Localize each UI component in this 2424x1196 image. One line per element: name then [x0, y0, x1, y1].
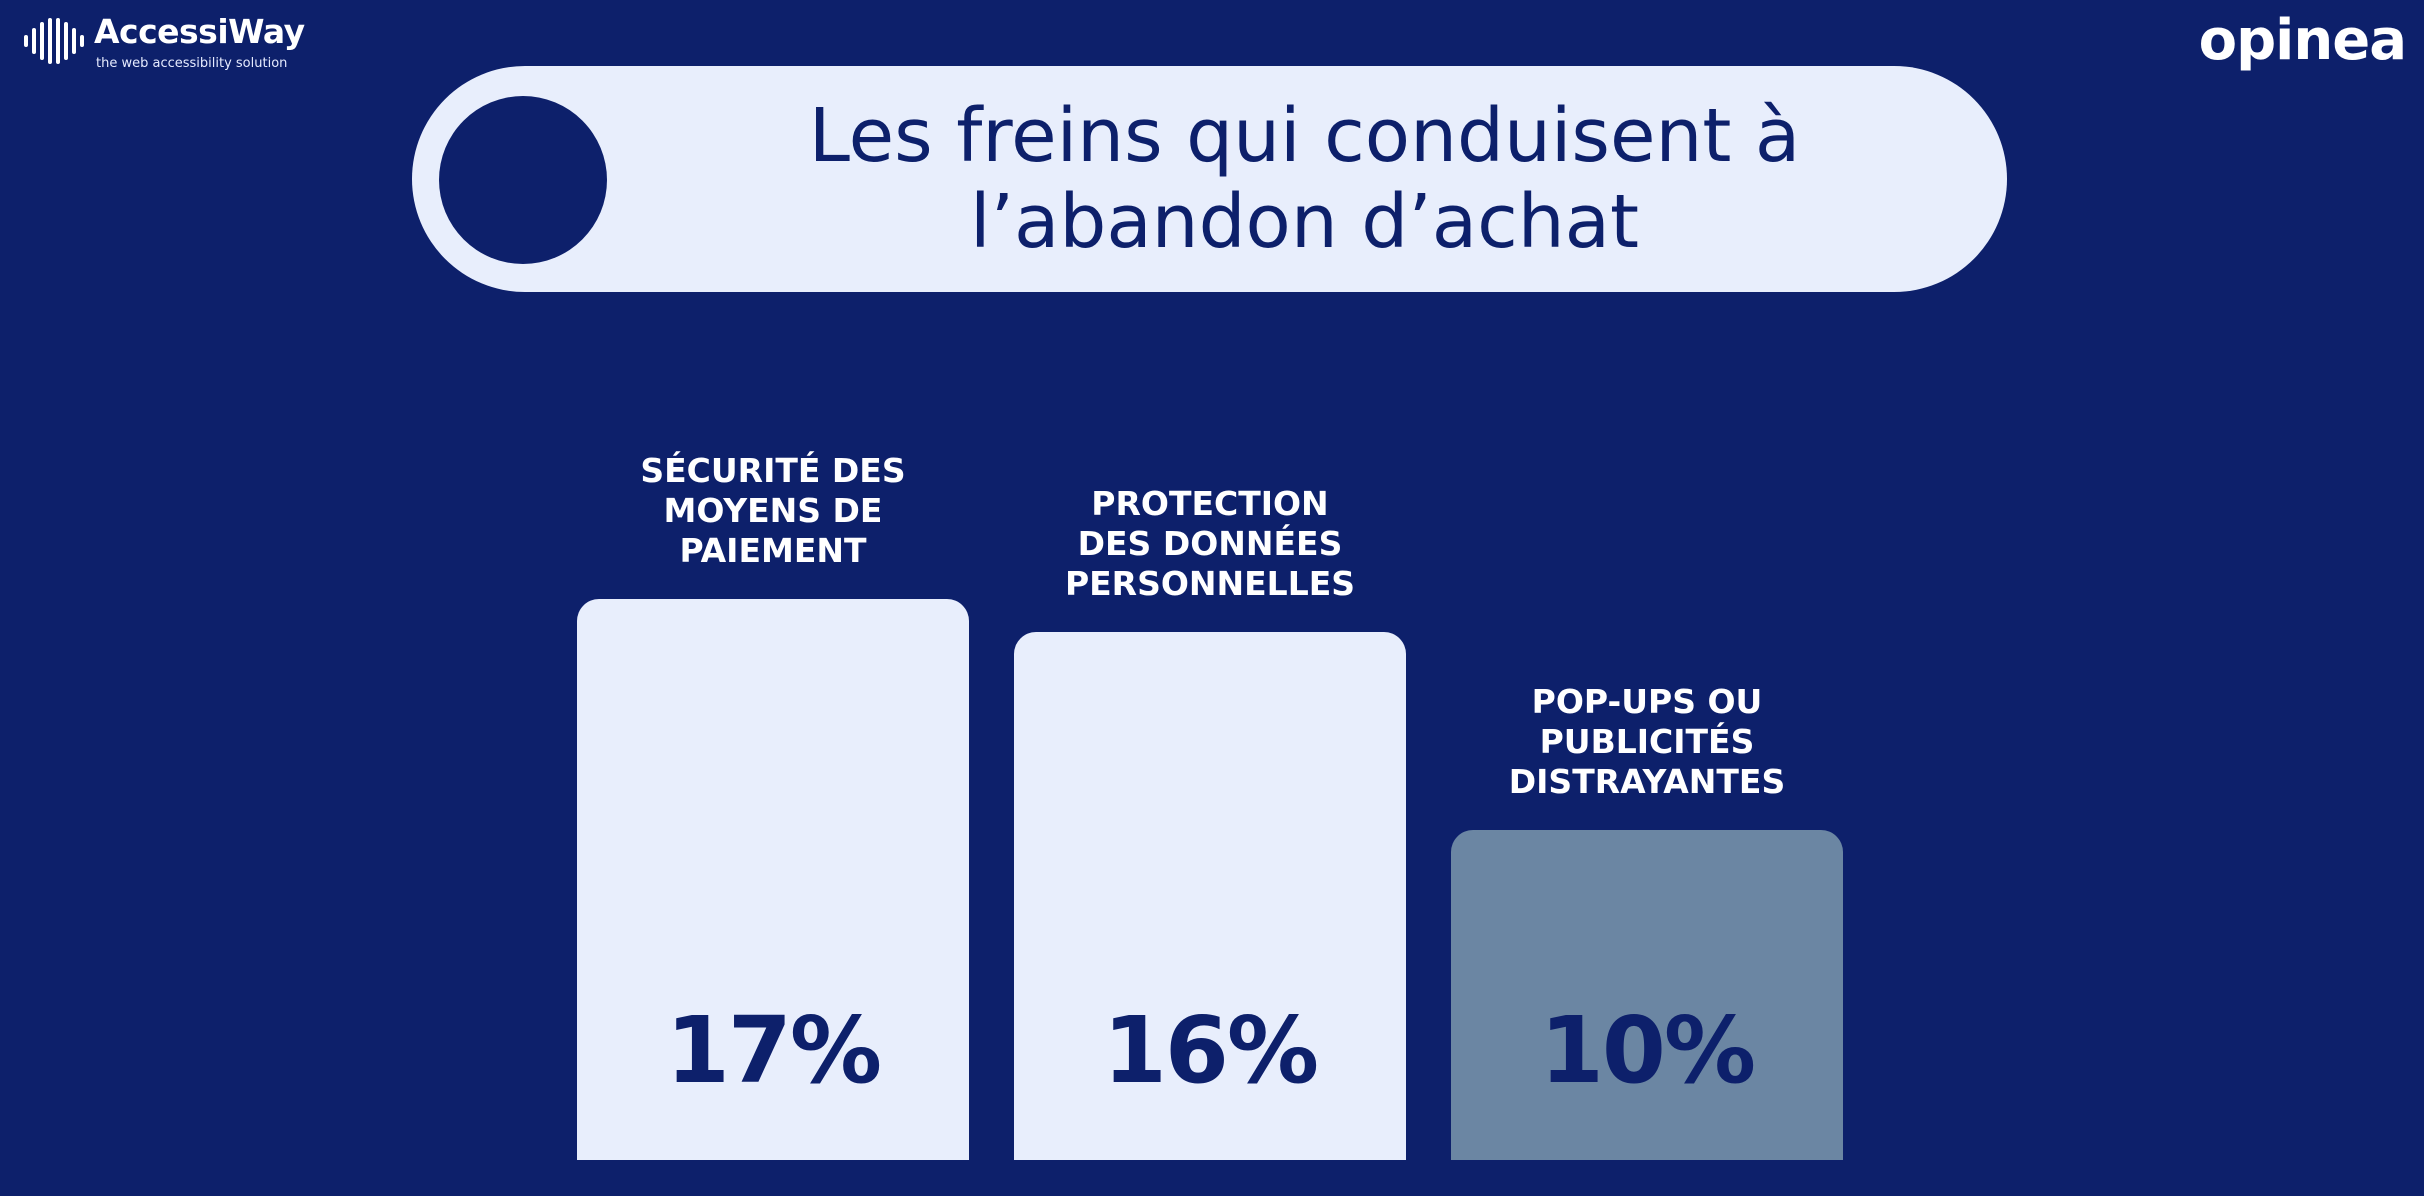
page-title: Les freins qui conduisent à l’abandon d’…: [808, 93, 1801, 265]
title-pill: Les freins qui conduisent à l’abandon d’…: [412, 66, 2007, 292]
bar-value-label: 10%: [1539, 997, 1756, 1104]
accessiway-tagline: the web accessibility solution: [96, 56, 288, 71]
bar-3: 10%: [1451, 830, 1843, 1160]
accessiway-logo: AccessiWay the web accessibility solutio…: [22, 12, 342, 74]
opinea-logo: opinea: [2198, 8, 2407, 73]
accessiway-wordmark: AccessiWay: [94, 12, 305, 51]
bar-value-label: 17%: [665, 997, 882, 1104]
bar-value-label: 16%: [1102, 997, 1319, 1104]
bar-1: 17%: [577, 599, 969, 1160]
category-label: PROTECTION DES DONNÉES PERSONNELLES: [1064, 484, 1356, 603]
title-dot-icon: [439, 96, 607, 264]
category-label: SÉCURITÉ DES MOYENS DE PAIEMENT: [640, 451, 906, 570]
category-label: POP-UPS OU PUBLICITÉS DISTRAYANTES: [1508, 682, 1786, 801]
accessiway-mark-icon: [24, 18, 84, 64]
bar-2: 16%: [1014, 632, 1406, 1160]
